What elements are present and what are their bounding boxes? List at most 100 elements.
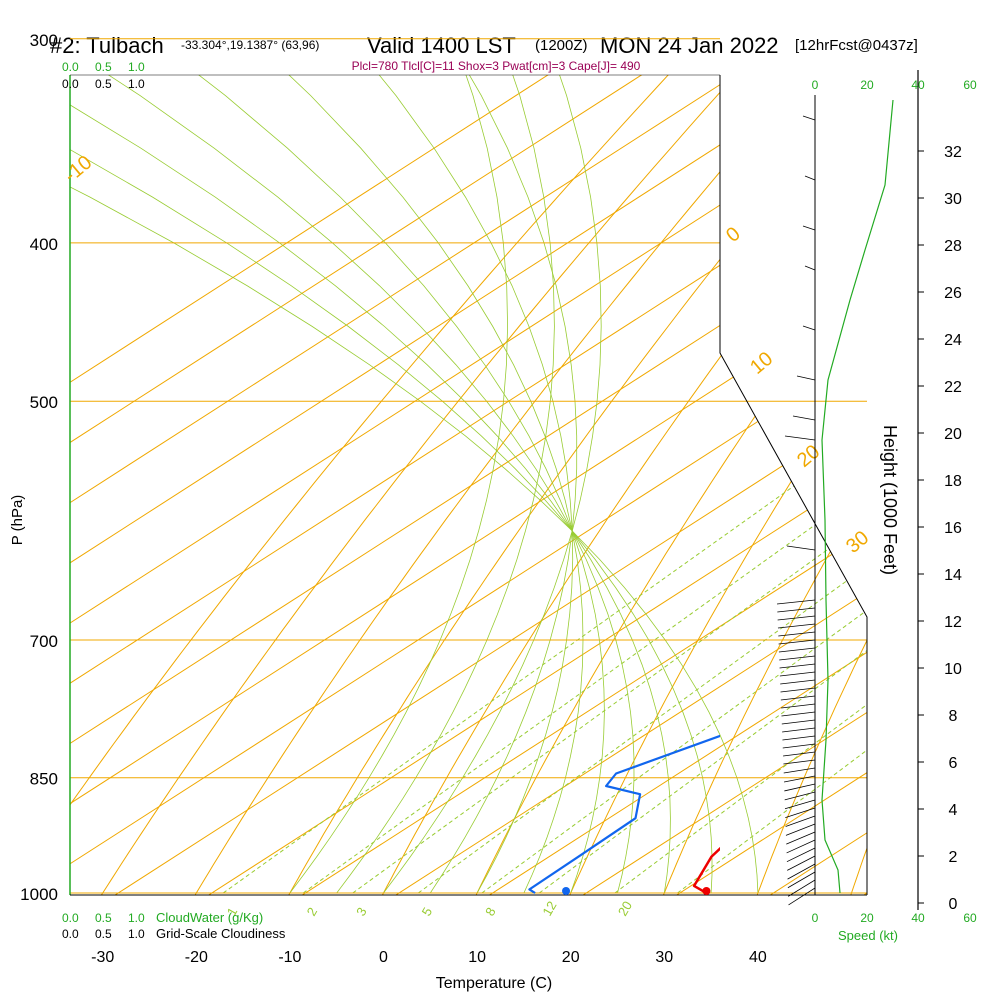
dry-adiabat-line <box>649 75 867 895</box>
dry-adiabat-line <box>365 75 867 895</box>
y-axis-title: P (hPa) <box>9 495 26 546</box>
temperature-tick-label: 0 <box>379 949 388 966</box>
wind-barb <box>785 815 816 827</box>
wind-barb <box>804 265 816 271</box>
wind-barb <box>786 847 816 863</box>
speed-tick-label-bottom: 40 <box>911 911 925 925</box>
moist-adiabat-line <box>383 75 602 894</box>
wind-barb <box>777 615 816 621</box>
bottom-left-scale-label: 0.5 <box>95 911 112 925</box>
bottom-left-scale-label: 0.5 <box>95 927 112 941</box>
wind-barb <box>785 807 816 819</box>
speed-tick-label-top: 40 <box>911 78 925 92</box>
tropopause-outline <box>719 75 868 895</box>
moist-adiabat-line <box>70 75 759 894</box>
isotherm-line <box>70 75 867 895</box>
plot-frame <box>69 74 868 896</box>
top-left-scale-label: 1.0 <box>128 77 145 91</box>
pressure-tick-label: 300 <box>30 31 58 50</box>
top-left-scale-label: 0.0 <box>62 60 79 74</box>
bottom-left-scale-label: 0.0 <box>62 927 79 941</box>
wind-barb <box>802 225 816 231</box>
cloudwater-label: CloudWater (g/Kg) <box>156 910 263 925</box>
temperature-tick-label: -10 <box>278 949 301 966</box>
isotherm-label: 20 <box>793 441 824 472</box>
isotherm-line <box>757 75 867 895</box>
top-left-scale-label: 0.0 <box>62 77 79 91</box>
mixing-ratio-label: 3 <box>353 905 370 919</box>
temperature-tick-label: 40 <box>749 949 767 966</box>
wind-barb <box>784 435 816 441</box>
dry-adiabat-line <box>554 75 867 895</box>
mixing-ratio-label: 8 <box>482 905 499 919</box>
speed-tick-label-top: 0 <box>812 78 819 92</box>
isotherm-label: 0 <box>722 223 745 247</box>
mixing-ratio-label: 20 <box>615 898 635 918</box>
speed-tick-label-top: 20 <box>860 78 874 92</box>
dry-adiabat-line <box>80 75 867 895</box>
moist-adiabat-line <box>70 75 635 894</box>
isotherm-label: 10 <box>746 348 777 379</box>
wind-barb <box>779 671 816 677</box>
mixing-ratio-line <box>539 242 867 894</box>
wind-barb <box>787 879 816 897</box>
moist-adiabat-line <box>336 75 555 894</box>
height-tick-label: 24 <box>944 332 962 349</box>
height-tick-label: 32 <box>944 144 962 161</box>
isotherm-line <box>70 75 867 895</box>
wind-barb <box>783 775 816 783</box>
cloudiness-label: Grid-Scale Cloudiness <box>156 926 286 941</box>
wind-barb <box>804 175 816 181</box>
isotherm-lines <box>70 75 867 895</box>
wind-barb <box>792 415 816 421</box>
height-tick-label: 18 <box>944 473 962 490</box>
moist-adiabat-line <box>70 75 713 894</box>
pressure-tick-label: 400 <box>30 235 58 254</box>
isotherm-line <box>70 75 867 895</box>
wind-barb <box>779 655 816 661</box>
station-coords: -33.304°,19.1387° (63,96) <box>181 38 319 52</box>
moist-adiabat-line <box>70 75 671 894</box>
isotherm-label: 30 <box>842 527 873 558</box>
wind-barb <box>779 663 816 669</box>
isotherm-line <box>851 75 867 895</box>
wind-barb <box>802 325 816 331</box>
wind-barb <box>783 767 816 774</box>
wind-speed-profile <box>821 99 894 894</box>
isotherm-line <box>70 75 861 895</box>
moist-adiabat-line <box>223 75 574 894</box>
wind-barb <box>786 831 816 845</box>
isotherm-line <box>476 75 867 895</box>
wind-barb <box>787 863 816 880</box>
wind-barb <box>781 711 816 717</box>
wind-barb <box>784 791 816 801</box>
moist-adiabat-line <box>355 75 578 894</box>
wind-barb <box>781 719 816 725</box>
height-tick-label: 0 <box>949 896 958 913</box>
wind-barb <box>782 735 816 741</box>
wind-barb <box>784 799 816 810</box>
zulu-time: (1200Z) <box>535 37 588 54</box>
isotherm-line <box>102 75 867 895</box>
axis-labels: 1235812202503004005007008501000-30-20-10… <box>20 31 873 966</box>
mixing-ratio-label: 12 <box>539 898 559 918</box>
mixing-ratio-line <box>481 242 867 894</box>
bottom-left-scale-label: 1.0 <box>128 927 145 941</box>
wind-barb <box>802 115 816 121</box>
isotherm-line <box>70 75 580 895</box>
speed-label: Speed (kt) <box>838 928 898 943</box>
wind-barb <box>783 759 816 765</box>
dry-adiabat-line <box>744 75 867 895</box>
pressure-tick-label: 700 <box>30 632 58 651</box>
pressure-tick-label: 1000 <box>20 885 58 904</box>
dry-adiabat-line <box>935 0 1000 928</box>
top-left-scale-label: 0.5 <box>95 60 112 74</box>
top-left-scale-label: 0.5 <box>95 77 112 91</box>
bottom-left-scale-label: 0.0 <box>62 911 79 925</box>
height-axis-title: Height (1000 Feet) <box>880 425 900 575</box>
height-tick-label: 16 <box>944 520 962 537</box>
series-dewpoint-line <box>528 734 720 894</box>
wind-barb <box>784 783 816 792</box>
valid-time: Valid 1400 LST <box>367 33 516 58</box>
